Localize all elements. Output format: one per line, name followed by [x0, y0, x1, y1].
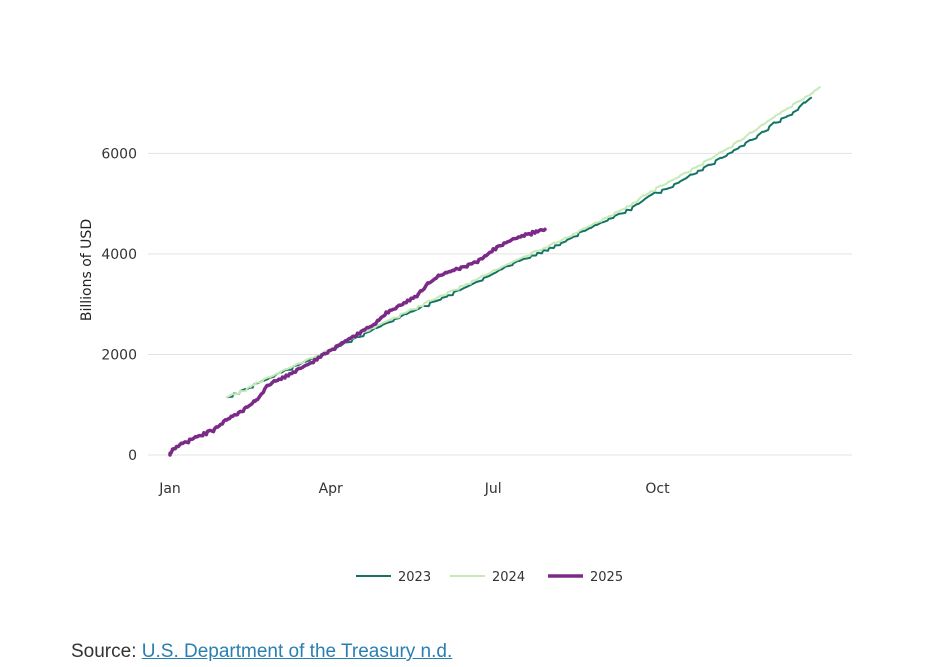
legend: 2023 2024 2025 [356, 570, 623, 585]
series-lines [168, 86, 821, 457]
chart-svg: 0 2000 4000 6000 Jan Apr Jul Oct Billions of U… [79, 86, 852, 585]
x-tick-label: Apr [319, 481, 343, 497]
source-link[interactable]: U.S. Department of the Treasury n.d. [141, 641, 453, 662]
x-tick-labels: Jan Apr Jul Oct [158, 481, 670, 497]
series-line-2024 [226, 86, 821, 399]
cumulative-chart: 0 2000 4000 6000 Jan Apr Jul Oct Billions of U… [79, 86, 852, 585]
source-prefix: Source: [71, 641, 142, 662]
y-tick-label: 0 [128, 448, 137, 464]
y-axis-title: Billions of USD [79, 219, 95, 321]
legend-label-2025: 2025 [590, 570, 623, 585]
series-line-2023 [226, 96, 813, 399]
legend-label-2023: 2023 [398, 570, 431, 585]
y-tick-labels: 0 2000 4000 6000 [101, 146, 137, 464]
source-citation: Source: U.S. Department of the Treasury … [71, 641, 452, 663]
gridlines [148, 152, 852, 456]
y-tick-label: 4000 [101, 247, 137, 263]
y-tick-label: 2000 [101, 347, 137, 363]
series-line-2025 [168, 227, 547, 457]
y-tick-label: 6000 [101, 146, 137, 162]
x-tick-label: Oct [645, 481, 670, 497]
x-tick-label: Jan [158, 481, 181, 497]
x-tick-label: Jul [484, 481, 502, 497]
legend-label-2024: 2024 [492, 570, 525, 585]
